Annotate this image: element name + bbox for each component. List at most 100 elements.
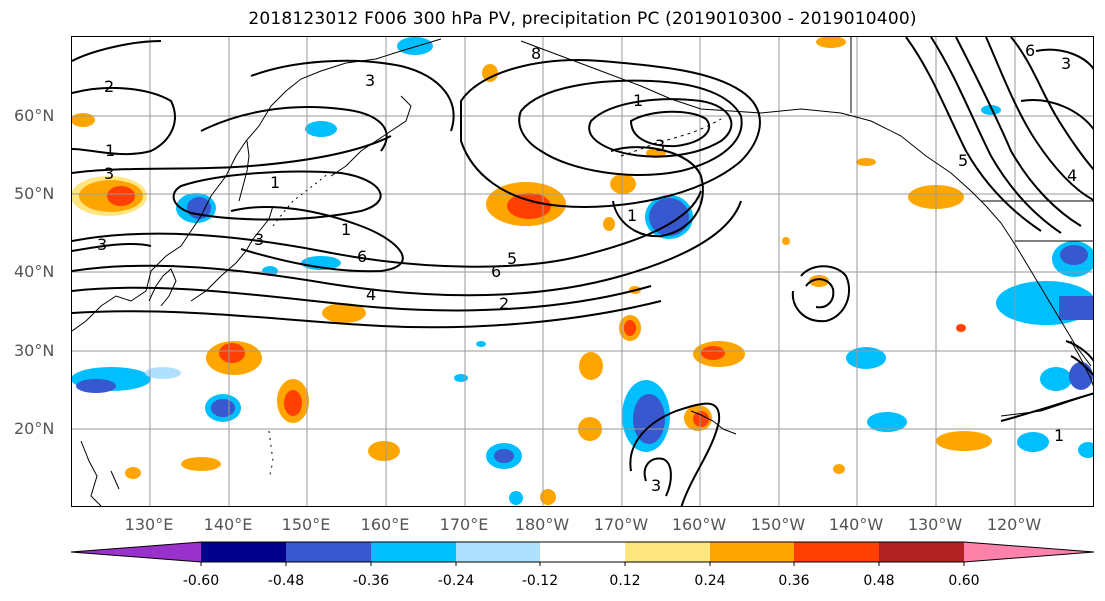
pv-contour	[230, 206, 404, 273]
precip-patch	[981, 105, 1001, 115]
contour-label: 6	[357, 247, 367, 266]
lat-label-60n: 60°N	[14, 106, 55, 125]
contour-label: 1	[105, 141, 115, 160]
contour-label: 1	[1054, 426, 1064, 445]
precip-patch	[701, 346, 725, 360]
pv-contour	[72, 135, 392, 174]
alaska-coast	[520, 40, 987, 207]
pv-contour	[172, 170, 382, 221]
map-panel: 2 3 1 1 3 1 3 3 6 5 6 4 2 1 3 1 3 5 4 8 …	[71, 36, 1094, 507]
kamchatka-coast	[330, 95, 412, 177]
contour-label: 2	[499, 294, 509, 313]
contour-label: 3	[97, 235, 107, 254]
pv-contour	[1010, 37, 1093, 171]
lon-label-170w: 170°W	[593, 515, 649, 534]
precip-patch	[624, 320, 636, 336]
colorbar-label: -0.48	[267, 573, 305, 589]
aleutian-islands	[620, 118, 722, 157]
colorbar-label: 0.36	[778, 573, 810, 589]
pv-contour	[1035, 48, 1093, 70]
pv-contour	[905, 37, 1042, 232]
precip-patch	[397, 37, 433, 55]
precip-patch	[107, 186, 135, 206]
pv-contour	[629, 110, 711, 148]
map-canvas: 2 3 1 1 3 1 3 3 6 5 6 4 2 1 3 1 3 5 4 8 …	[72, 37, 1093, 506]
lon-label-130w: 130°W	[907, 515, 963, 534]
pv-contour	[930, 37, 1062, 234]
colorbar-label: 0.48	[863, 573, 895, 589]
lat-label-30n: 30°N	[14, 341, 55, 360]
colorbar-swatches	[70, 541, 1095, 563]
pv-contour	[610, 146, 704, 238]
lon-label-130e: 130°E	[124, 515, 174, 534]
lon-label-160w: 160°W	[671, 515, 727, 534]
precip-patch	[476, 341, 486, 347]
precip-patch	[1017, 432, 1049, 452]
lat-label-20n: 20°N	[14, 419, 55, 438]
pv-contour	[629, 402, 721, 506]
lon-label-180w: 180°W	[514, 515, 570, 534]
coastlines	[72, 37, 1093, 506]
pv-contour	[460, 59, 761, 208]
colorbar-swatch	[794, 542, 879, 562]
contour-label: 3	[365, 71, 375, 90]
precip-patch	[579, 352, 603, 380]
precip-patch	[936, 431, 992, 451]
pv-contour	[588, 98, 733, 158]
precip-patch	[782, 237, 790, 245]
pv-contours	[72, 37, 1093, 506]
precipitation-shading	[72, 37, 1093, 505]
colorbar-swatch	[540, 542, 625, 562]
pv-contour	[200, 106, 388, 152]
precip-patch	[305, 121, 337, 137]
pv-contour	[518, 79, 743, 176]
contour-label: 6	[491, 262, 501, 281]
map-title: 2018123012 F006 300 hPa PV, precipitatio…	[248, 9, 917, 29]
precip-patch	[540, 489, 556, 505]
precip-patch	[284, 390, 302, 416]
kuril-islands	[272, 172, 330, 227]
pv-contour	[985, 37, 1093, 202]
contour-label: 4	[366, 285, 376, 304]
precip-patch	[610, 174, 636, 194]
pv-contour	[72, 200, 742, 297]
contour-label: 8	[531, 44, 541, 63]
colorbar-swatch	[710, 542, 794, 562]
pv-contour	[72, 242, 152, 252]
precip-patch	[603, 217, 615, 231]
lon-label-150e: 150°E	[281, 515, 331, 534]
precip-patch	[72, 113, 95, 127]
colorbar-label: -0.12	[521, 573, 559, 589]
precip-patch	[633, 394, 665, 444]
pv-contour	[643, 457, 672, 497]
lat-label-40n: 40°N	[14, 262, 55, 281]
precip-patch	[856, 158, 876, 166]
lon-label-150w: 150°W	[750, 515, 806, 534]
colorbar-label: 0.24	[694, 573, 726, 589]
pv-contour	[72, 285, 652, 312]
contour-label: 5	[507, 249, 517, 268]
pv-contour	[72, 300, 662, 329]
precip-patch	[507, 193, 551, 219]
colorbar-swatch	[964, 542, 1094, 562]
precip-patch	[482, 64, 498, 82]
pv-contour	[1065, 340, 1093, 362]
baja-coast	[1070, 340, 1093, 387]
precip-patch	[509, 491, 523, 505]
precip-patch	[1040, 367, 1072, 391]
precip-patch	[1078, 442, 1093, 458]
colorbar-label: -0.60	[182, 573, 220, 589]
lon-label-170e: 170°E	[439, 515, 489, 534]
precip-patch	[322, 303, 366, 323]
lon-label-160e: 160°E	[360, 515, 410, 534]
contour-label: 3	[1061, 54, 1071, 73]
colorbar-label: -0.24	[437, 573, 475, 589]
lon-label-140w: 140°W	[828, 515, 884, 534]
hawaii	[690, 410, 737, 435]
lon-label-120w: 120°W	[986, 515, 1042, 534]
colorbar-swatch	[201, 542, 286, 562]
precip-patch	[1059, 296, 1093, 320]
colorbar-swatch	[286, 542, 371, 562]
contour-label: 3	[655, 136, 665, 155]
